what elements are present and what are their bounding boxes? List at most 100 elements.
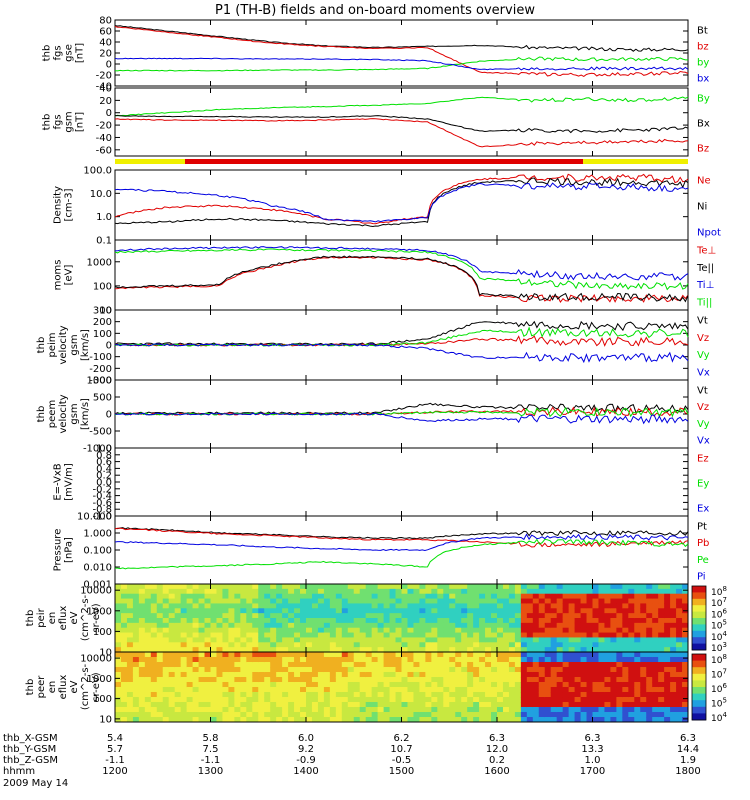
heatmap-cell xyxy=(377,584,385,590)
heatmap-cell xyxy=(300,692,307,698)
heatmap-cell xyxy=(568,637,576,643)
heatmap-cell xyxy=(186,672,194,678)
heatmap-cell xyxy=(115,588,122,595)
heatmap-cell xyxy=(658,707,665,713)
heatmap-cell xyxy=(491,622,498,629)
heatmap-cell xyxy=(473,588,480,595)
heatmap-cell xyxy=(329,647,337,653)
heatmap-cell xyxy=(329,618,337,624)
colorbar-step xyxy=(692,605,706,612)
heatmap-cell xyxy=(568,622,576,629)
heatmap-cell xyxy=(294,717,301,723)
heatmap-cell xyxy=(347,657,355,663)
y-tick-label: -0.2 xyxy=(92,484,112,495)
heatmap-cell xyxy=(306,712,313,718)
heatmap-cell xyxy=(646,712,653,718)
heatmap-cell xyxy=(646,707,653,713)
heatmap-cell xyxy=(240,657,247,663)
heatmap-cell xyxy=(586,613,593,619)
heatmap-cell xyxy=(270,637,277,643)
y-tick-label: 100 xyxy=(93,627,112,638)
heatmap-cell xyxy=(210,707,217,713)
heatmap-cell xyxy=(449,637,456,643)
heatmap-cell xyxy=(156,608,164,614)
heatmap-cell xyxy=(144,707,152,713)
heatmap-cell xyxy=(294,593,301,600)
heatmap-cell xyxy=(497,598,504,604)
heatmap-cell xyxy=(467,712,474,718)
y-tick-label: 0.4 xyxy=(96,464,112,475)
heatmap-cell xyxy=(431,662,438,668)
heatmap-cell xyxy=(502,598,510,604)
heatmap-cell xyxy=(192,588,200,595)
heatmap-cell xyxy=(311,692,319,698)
heatmap-cell xyxy=(640,588,647,595)
heatmap-cell xyxy=(383,618,391,624)
heatmap-cell xyxy=(610,593,617,600)
heatmap-cell xyxy=(455,593,462,600)
heatmap-cell xyxy=(682,622,689,629)
heatmap-cell xyxy=(419,657,426,663)
heatmap-cell xyxy=(216,603,223,609)
heatmap-cell xyxy=(323,598,331,604)
heatmap-cell xyxy=(311,677,319,683)
heatmap-cell xyxy=(431,672,438,678)
heatmap-cell xyxy=(491,593,498,600)
heatmap-cell xyxy=(264,608,271,614)
heatmap-cell xyxy=(526,712,534,718)
heatmap-cell xyxy=(186,618,194,624)
heatmap-cell xyxy=(234,632,241,638)
heatmap-cell xyxy=(514,613,522,619)
heatmap-cell xyxy=(652,603,659,609)
heatmap-cell xyxy=(126,657,134,663)
heatmap-cell xyxy=(126,584,134,590)
heatmap-cell xyxy=(502,677,510,683)
heatmap-cell xyxy=(180,712,188,718)
time-row-value: 13.3 xyxy=(581,744,603,755)
heatmap-cell xyxy=(467,603,474,609)
heatmap-cell xyxy=(294,657,301,663)
y-axis-label: en xyxy=(47,681,58,694)
heatmap-cell xyxy=(562,687,570,693)
heatmap-cell xyxy=(431,677,438,683)
y-tick-label: -200 xyxy=(89,364,112,375)
heatmap-cell xyxy=(628,652,635,658)
heatmap-cell xyxy=(634,613,641,619)
heatmap-cell xyxy=(556,672,564,678)
heatmap-cell xyxy=(670,598,677,604)
heatmap-cell xyxy=(192,692,200,698)
heatmap-cell xyxy=(473,627,480,634)
heatmap-cell xyxy=(479,697,486,703)
heatmap-cell xyxy=(144,687,152,693)
heatmap-cell xyxy=(413,692,420,698)
heatmap-cell xyxy=(520,603,528,609)
heatmap-cell xyxy=(473,652,480,658)
heatmap-cell xyxy=(276,697,283,703)
heatmap-cell xyxy=(126,662,134,668)
heatmap-cell xyxy=(502,702,510,708)
heatmap-cell xyxy=(276,608,283,614)
heatmap-cell xyxy=(198,697,206,703)
y-tick-label: 10 xyxy=(99,306,112,317)
heatmap-cell xyxy=(419,712,426,718)
heatmap-cell xyxy=(186,667,194,673)
heatmap-cell xyxy=(473,608,480,614)
heatmap-cell xyxy=(562,672,570,678)
heatmap-cell xyxy=(306,627,313,634)
heatmap-cell xyxy=(544,642,552,648)
heatmap-cell xyxy=(455,622,462,629)
heatmap-cell xyxy=(670,627,677,634)
heatmap-cell xyxy=(270,618,277,624)
heatmap-cell xyxy=(658,712,665,718)
heatmap-cell xyxy=(168,603,176,609)
heatmap-cell xyxy=(115,647,122,653)
heatmap-cell xyxy=(132,717,140,723)
heatmap-cell xyxy=(258,637,265,643)
heatmap-cell xyxy=(174,603,182,609)
heatmap-cell xyxy=(306,613,313,619)
heatmap-cell xyxy=(670,697,677,703)
heatmap-cell xyxy=(610,662,617,668)
heatmap-cell xyxy=(646,697,653,703)
heatmap-cell xyxy=(126,593,134,600)
